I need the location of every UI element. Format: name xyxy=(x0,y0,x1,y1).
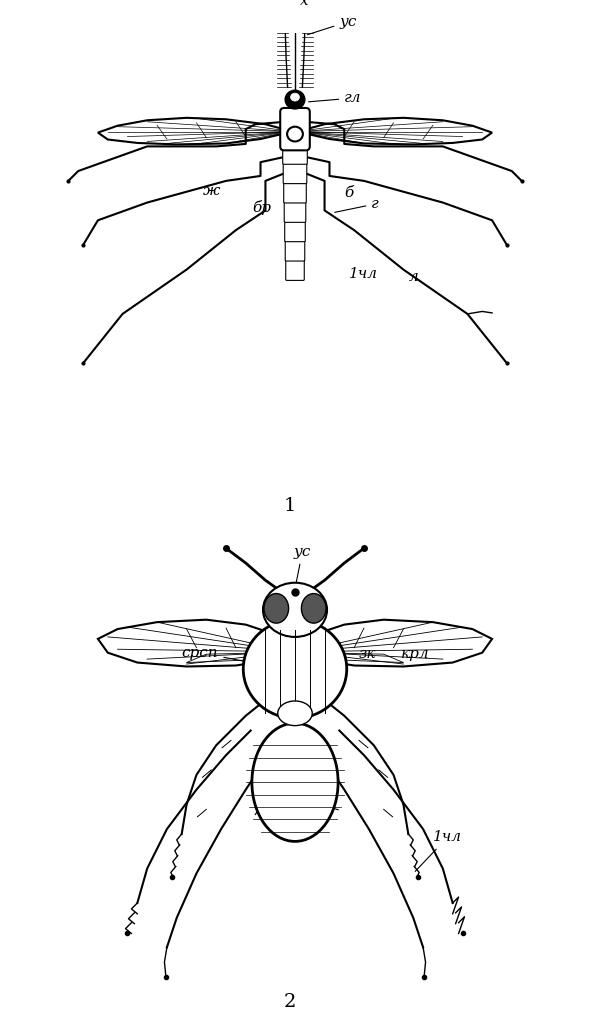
Text: 1чл: 1чл xyxy=(415,830,462,871)
Text: б: б xyxy=(345,186,354,201)
Text: зк: зк xyxy=(359,647,376,662)
Text: х: х xyxy=(300,0,309,8)
Polygon shape xyxy=(98,620,290,667)
FancyBboxPatch shape xyxy=(285,241,305,261)
Text: л: л xyxy=(408,270,418,284)
Text: 1чл: 1чл xyxy=(349,267,378,282)
Polygon shape xyxy=(98,118,293,144)
Text: 1: 1 xyxy=(284,497,296,515)
FancyBboxPatch shape xyxy=(284,182,306,203)
Ellipse shape xyxy=(264,594,289,624)
Text: срсп: срсп xyxy=(182,646,243,662)
FancyBboxPatch shape xyxy=(283,144,307,164)
Ellipse shape xyxy=(301,594,326,624)
Text: ус: ус xyxy=(307,14,357,35)
Text: бр: бр xyxy=(252,201,271,215)
Text: крл: крл xyxy=(401,647,430,662)
Ellipse shape xyxy=(263,583,327,637)
Ellipse shape xyxy=(290,93,300,101)
Polygon shape xyxy=(300,620,492,667)
Ellipse shape xyxy=(252,723,338,842)
Text: г: г xyxy=(335,197,379,212)
Text: гл: гл xyxy=(309,91,362,105)
Ellipse shape xyxy=(287,127,303,141)
Polygon shape xyxy=(297,118,492,144)
FancyBboxPatch shape xyxy=(286,260,304,281)
Text: 2: 2 xyxy=(284,992,296,1011)
FancyBboxPatch shape xyxy=(280,108,310,151)
FancyBboxPatch shape xyxy=(285,221,305,242)
Text: ж: ж xyxy=(202,183,220,198)
Ellipse shape xyxy=(285,90,305,109)
Ellipse shape xyxy=(243,620,347,718)
Ellipse shape xyxy=(278,701,312,726)
FancyBboxPatch shape xyxy=(283,163,307,183)
Text: ус: ус xyxy=(294,545,311,586)
FancyBboxPatch shape xyxy=(284,202,306,222)
